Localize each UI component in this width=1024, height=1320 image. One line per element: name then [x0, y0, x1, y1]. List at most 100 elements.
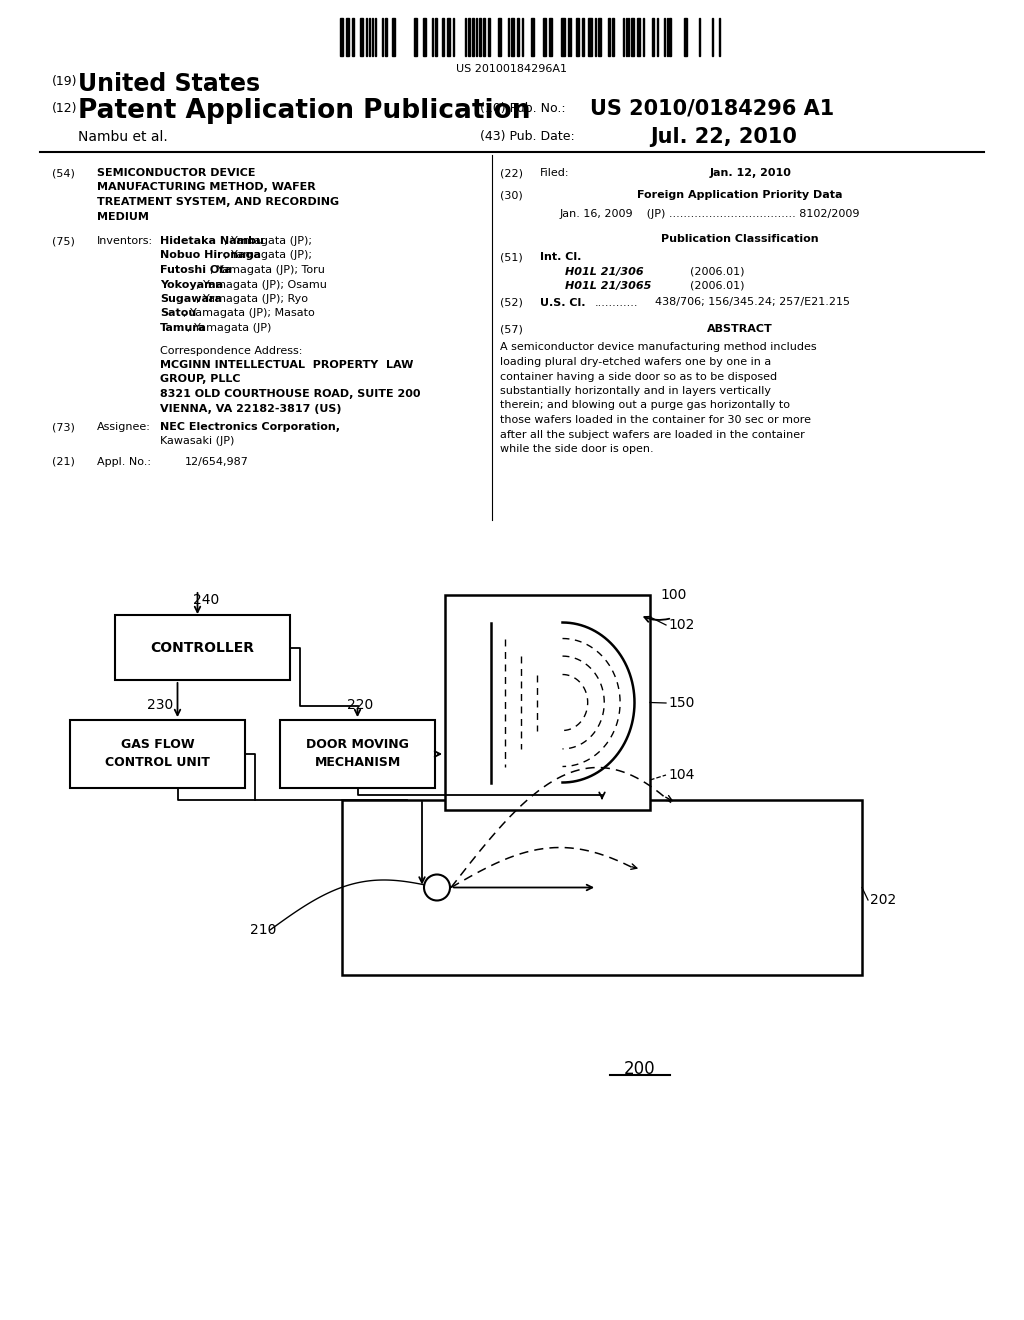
Text: MEDIUM: MEDIUM [97, 211, 148, 222]
Text: (12): (12) [52, 102, 78, 115]
Bar [359, 18, 364, 55]
Bar [612, 18, 613, 55]
Bar [543, 18, 546, 55]
Text: Jan. 16, 2009    (JP) ................................... 8102/2009: Jan. 16, 2009 (JP) .....................… [560, 209, 860, 219]
Text: Correspondence Address:: Correspondence Address: [160, 346, 302, 355]
Text: Patent Application Publication: Patent Application Publication [78, 98, 530, 124]
Bar [530, 18, 534, 55]
Text: 220: 220 [347, 698, 374, 711]
Text: Filed:: Filed: [540, 168, 569, 178]
Bar [414, 18, 417, 55]
Text: , Yamagata (JP); Osamu: , Yamagata (JP); Osamu [197, 280, 328, 289]
Text: (2006.01): (2006.01) [690, 281, 744, 290]
Bar [511, 18, 514, 55]
Text: United States: United States [78, 73, 260, 96]
Text: Appl. No.:: Appl. No.: [97, 457, 151, 467]
Bar [583, 18, 584, 55]
Bar [637, 18, 640, 55]
Bar [392, 18, 395, 55]
Bar [442, 18, 444, 55]
Text: 100: 100 [660, 587, 686, 602]
Text: loading plural dry-etched wafers one by one in a: loading plural dry-etched wafers one by … [500, 356, 771, 367]
Text: US 20100184296A1: US 20100184296A1 [457, 63, 567, 74]
Text: (21): (21) [52, 457, 75, 467]
Text: 12/654,987: 12/654,987 [185, 457, 249, 467]
Text: 104: 104 [668, 768, 694, 781]
Bar [446, 18, 450, 55]
Text: MECHANISM: MECHANISM [314, 756, 400, 770]
Bar [70, 719, 245, 788]
Bar [670, 18, 672, 55]
Bar [382, 18, 383, 55]
Text: (43) Pub. Date:: (43) Pub. Date: [480, 129, 574, 143]
Text: 202: 202 [870, 894, 896, 907]
Text: TREATMENT SYSTEM, AND RECORDING: TREATMENT SYSTEM, AND RECORDING [97, 197, 339, 207]
Bar [595, 18, 596, 55]
Bar [468, 18, 470, 55]
Text: container having a side door so as to be disposed: container having a side door so as to be… [500, 371, 777, 381]
Bar [476, 18, 477, 55]
Text: , Yamagata (JP);: , Yamagata (JP); [223, 251, 311, 260]
Text: Hidetaka Nambu: Hidetaka Nambu [160, 236, 264, 246]
Bar [472, 18, 474, 55]
Bar [340, 18, 343, 55]
Text: Int. Cl.: Int. Cl. [540, 252, 582, 261]
Text: substantially horizontally and in layers vertically: substantially horizontally and in layers… [500, 385, 771, 396]
Text: Publication Classification: Publication Classification [662, 234, 819, 243]
Bar [479, 18, 481, 55]
Text: H01L 21/306: H01L 21/306 [565, 267, 644, 276]
Text: ABSTRACT: ABSTRACT [708, 323, 773, 334]
Text: Sugawara: Sugawara [160, 294, 222, 304]
Text: Tamura: Tamura [160, 323, 206, 333]
Text: (54): (54) [52, 168, 75, 178]
Bar [684, 18, 687, 55]
Circle shape [424, 874, 450, 900]
Bar [487, 18, 489, 55]
Bar [589, 18, 592, 55]
Bar [346, 18, 349, 55]
Bar [115, 615, 290, 680]
Text: , Yamagata (JP); Toru: , Yamagata (JP); Toru [210, 265, 325, 275]
Bar [342, 800, 862, 975]
Text: GAS FLOW: GAS FLOW [121, 738, 195, 751]
Text: after all the subject wafers are loaded in the container: after all the subject wafers are loaded … [500, 429, 805, 440]
Text: 150: 150 [668, 696, 694, 710]
Text: MCGINN INTELLECTUAL  PROPERTY  LAW: MCGINN INTELLECTUAL PROPERTY LAW [160, 360, 414, 370]
Text: CONTROLLER: CONTROLLER [151, 640, 255, 655]
Bar [352, 18, 353, 55]
Text: DOOR MOVING: DOOR MOVING [306, 738, 409, 751]
Text: Futoshi Ota: Futoshi Ota [160, 265, 232, 275]
Text: Inventors:: Inventors: [97, 236, 154, 246]
Text: Satou: Satou [160, 309, 197, 318]
Text: (51): (51) [500, 252, 522, 261]
Text: (75): (75) [52, 236, 75, 246]
Bar [517, 18, 519, 55]
Text: 200: 200 [625, 1060, 655, 1078]
Text: Nobuo Hironaga: Nobuo Hironaga [160, 251, 261, 260]
Bar [561, 18, 564, 55]
Text: 8321 OLD COURTHOUSE ROAD, SUITE 200: 8321 OLD COURTHOUSE ROAD, SUITE 200 [160, 389, 421, 399]
Bar [608, 18, 610, 55]
Text: A semiconductor device manufacturing method includes: A semiconductor device manufacturing met… [500, 342, 816, 352]
Text: those wafers loaded in the container for 30 sec or more: those wafers loaded in the container for… [500, 414, 811, 425]
Text: VIENNA, VA 22182-3817 (US): VIENNA, VA 22182-3817 (US) [160, 404, 341, 413]
Bar [372, 18, 373, 55]
Text: (19): (19) [52, 75, 78, 88]
Text: Assignee:: Assignee: [97, 422, 151, 432]
Bar [598, 18, 601, 55]
Text: 230: 230 [147, 698, 174, 711]
Text: 240: 240 [193, 593, 219, 607]
Text: (22): (22) [500, 168, 523, 178]
Text: 210: 210 [250, 923, 276, 937]
Bar [498, 18, 502, 55]
Text: Nambu et al.: Nambu et al. [78, 129, 168, 144]
Text: MANUFACTURING METHOD, WAFER: MANUFACTURING METHOD, WAFER [97, 182, 315, 193]
Text: , Yamagata (JP); Masato: , Yamagata (JP); Masato [182, 309, 314, 318]
Text: U.S. Cl.: U.S. Cl. [540, 297, 586, 308]
Text: 102: 102 [668, 618, 694, 632]
Text: GROUP, PLLC: GROUP, PLLC [160, 375, 241, 384]
Bar [366, 18, 368, 55]
Text: US 2010/0184296 A1: US 2010/0184296 A1 [590, 99, 835, 119]
Text: (2006.01): (2006.01) [690, 267, 744, 276]
Text: (57): (57) [500, 323, 523, 334]
